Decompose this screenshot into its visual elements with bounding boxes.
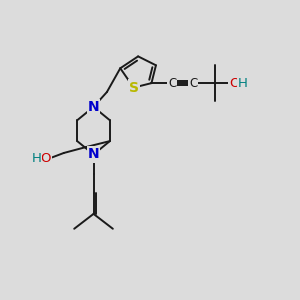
Text: C: C	[189, 76, 197, 90]
Text: S: S	[129, 81, 139, 94]
Text: H: H	[32, 152, 41, 165]
Text: C: C	[168, 76, 176, 90]
Text: O: O	[229, 76, 239, 90]
Text: N: N	[88, 100, 99, 114]
Text: H: H	[238, 76, 248, 90]
Text: O: O	[41, 152, 51, 165]
Text: N: N	[88, 148, 99, 161]
